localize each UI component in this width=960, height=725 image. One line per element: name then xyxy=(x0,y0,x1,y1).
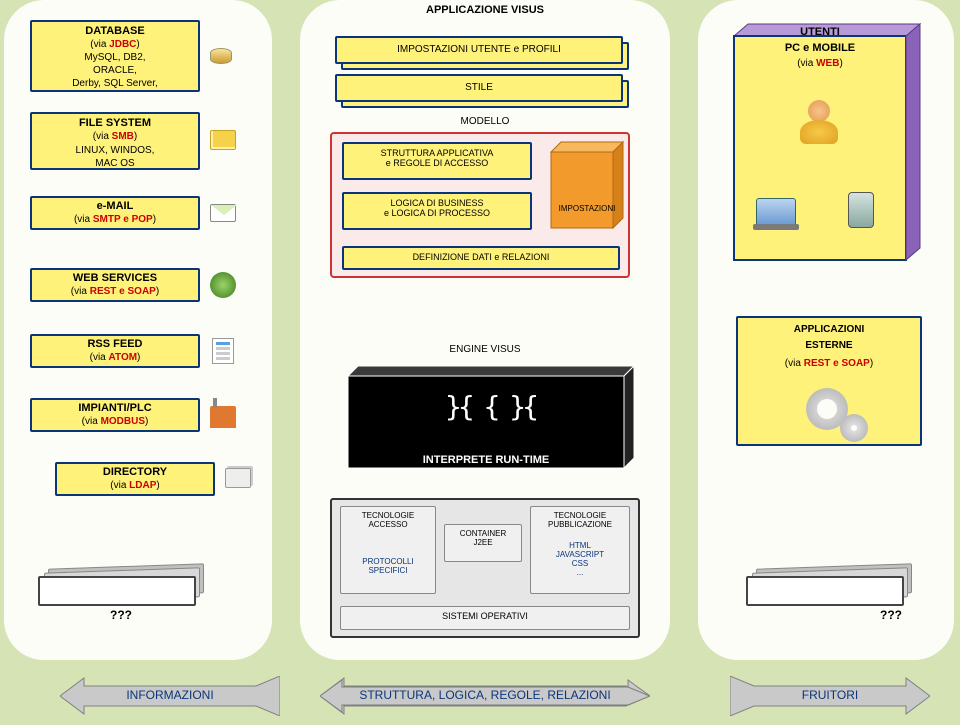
via: (via LDAP) xyxy=(57,480,213,491)
folder-icon xyxy=(210,130,236,150)
left-plc: IMPIANTI/PLC (via MODBUS) xyxy=(30,398,200,432)
left-filesystem: FILE SYSTEM (via SMB) LINUX, WINDOS, MAC… xyxy=(30,112,200,170)
center-modello: MODELLO xyxy=(300,116,670,127)
pda-icon xyxy=(848,192,874,228)
txt: TECNOLOGIE PUBBLICAZIONE xyxy=(531,511,629,529)
center-sistemi: SISTEMI OPERATIVI xyxy=(340,606,630,630)
htmlstack: HTML JAVASCRIPT CSS ... xyxy=(531,541,629,577)
brace-icon: }{ { }{ xyxy=(445,390,535,423)
l2: ORACLE, xyxy=(32,65,198,76)
title: DIRECTORY xyxy=(57,466,213,478)
center-impostazioni: IMPOSTAZIONI xyxy=(548,204,626,213)
protocolli: PROTOCOLLI SPECIFICI xyxy=(341,557,435,575)
panel-left xyxy=(4,0,272,660)
mail-icon xyxy=(210,204,236,222)
center-container-j2ee: CONTAINER J2EE xyxy=(444,524,522,562)
center-header: APPLICAZIONE VISUS xyxy=(300,4,670,16)
left-database: DATABASE (via JDBC) MySQL, DB2, ORACLE, … xyxy=(30,20,200,92)
txt: TECNOLOGIE ACCESSO xyxy=(341,511,435,529)
txt: STRUTTURA APPLICATIVA e REGOLE DI ACCESS… xyxy=(344,148,530,168)
txt: LOGICA DI BUSINESS e LOGICA DI PROCESSO xyxy=(344,198,530,218)
via: (via ATOM) xyxy=(32,352,198,363)
title: IMPIANTI/PLC xyxy=(32,402,198,414)
txt: STILE xyxy=(337,82,621,93)
arrow-center-label: STRUTTURA, LOGICA, REGOLE, RELAZIONI xyxy=(320,688,650,702)
left-rss: RSS FEED (via ATOM) xyxy=(30,334,200,368)
via: (via REST e SOAP) xyxy=(738,358,920,369)
txt: SISTEMI OPERATIVI xyxy=(341,611,629,621)
user-icon xyxy=(798,100,840,148)
txt: CONTAINER J2EE xyxy=(445,529,521,547)
via: (via SMB) xyxy=(32,131,198,142)
center-struttura: STRUTTURA APPLICATIVA e REGOLE DI ACCESS… xyxy=(342,142,532,180)
utenti-via: (via WEB) xyxy=(734,58,906,69)
utenti-sub: PC e MOBILE xyxy=(734,42,906,54)
title: FILE SYSTEM xyxy=(32,117,198,129)
left-email: e-MAIL (via SMTP e POP) xyxy=(30,196,200,230)
title: DATABASE xyxy=(32,25,198,37)
placeholder-label: ??? xyxy=(110,608,132,622)
factory-icon xyxy=(210,406,236,428)
via: (via JDBC) xyxy=(32,39,198,50)
gear-icon-2 xyxy=(840,414,868,442)
right-placeholder-label: ??? xyxy=(880,608,902,622)
left-webservices: WEB SERVICES (via REST e SOAP) xyxy=(30,268,200,302)
title: APPLICAZIONI xyxy=(738,324,920,335)
document-icon xyxy=(212,338,234,364)
title: WEB SERVICES xyxy=(32,272,198,284)
l2: MAC OS xyxy=(32,158,198,169)
sub: ESTERNE xyxy=(738,340,920,351)
l3: Derby, SQL Server, xyxy=(32,78,198,89)
right-placeholder xyxy=(746,576,904,606)
via: (via SMTP e POP) xyxy=(32,214,198,225)
tabs-icon xyxy=(225,468,251,488)
arrow-right-label: FRUITORI xyxy=(730,688,930,702)
center-profili: IMPOSTAZIONI UTENTE e PROFILI xyxy=(335,36,623,64)
title: e-MAIL xyxy=(32,200,198,212)
txt: DEFINIZIONE DATI e RELAZIONI xyxy=(344,252,618,262)
center-tec-accesso: TECNOLOGIE ACCESSO PROTOCOLLI SPECIFICI xyxy=(340,506,436,594)
arrow-left-label: INFORMAZIONI xyxy=(60,688,280,702)
center-tec-pubb: TECNOLOGIE PUBBLICAZIONE HTML JAVASCRIPT… xyxy=(530,506,630,594)
recycle-icon xyxy=(210,272,236,298)
center-stile: STILE xyxy=(335,74,623,102)
database-icon xyxy=(210,42,236,68)
l1: LINUX, WINDOS, xyxy=(32,145,198,156)
center-definizione: DEFINIZIONE DATI e RELAZIONI xyxy=(342,246,620,270)
txt: IMPOSTAZIONI UTENTE e PROFILI xyxy=(337,44,621,55)
center-logica: LOGICA DI BUSINESS e LOGICA DI PROCESSO xyxy=(342,192,532,230)
impostazioni-3d xyxy=(543,136,628,236)
laptop-icon xyxy=(756,198,796,226)
center-engine-label: ENGINE VISUS xyxy=(300,344,670,355)
center-interprete: INTERPRETE RUN-TIME xyxy=(348,454,624,466)
utenti-title: UTENTI xyxy=(734,26,906,38)
via: (via MODBUS) xyxy=(32,416,198,427)
engine-braces: }{ { }{ xyxy=(370,390,610,423)
left-placeholder xyxy=(38,576,196,606)
via: (via REST e SOAP) xyxy=(32,286,198,297)
title: RSS FEED xyxy=(32,338,198,350)
left-directory: DIRECTORY (via LDAP) xyxy=(55,462,215,496)
l1: MySQL, DB2, xyxy=(32,52,198,63)
